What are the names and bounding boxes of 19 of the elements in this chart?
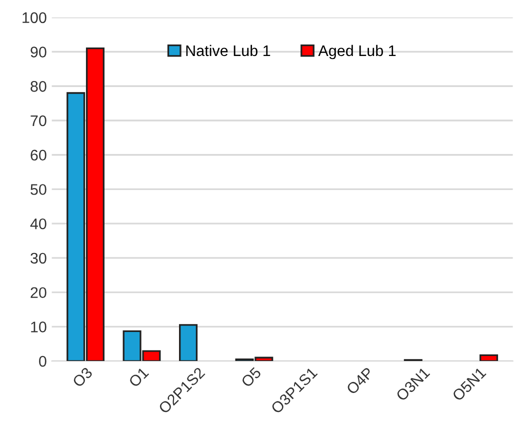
legend-label: Native Lub 1 [186,44,270,56]
y-tick-label: 40 [30,218,46,230]
y-tick-label: 30 [30,252,46,264]
y-tick-label: 10 [31,322,46,332]
x-tick-label: O3 [72,366,93,388]
x-tick-label: O1 [128,366,150,388]
y-tick-label: 100 [22,12,46,24]
x-tick-label: O5 [240,366,262,388]
y-tick-label: 50 [30,184,46,195]
y-tick-label: 90 [30,46,46,58]
y-tick-label: 20 [30,287,46,298]
y-tick-label: 70 [30,115,46,126]
y-tick-label: 80 [30,81,46,92]
y-tick-label: 0 [39,356,46,367]
bar [179,324,198,362]
y-tick-label: 60 [30,150,46,161]
legend-label: Aged Lub 1 [318,44,396,60]
bar [480,354,498,362]
x-tick-label: O4P [346,366,374,395]
